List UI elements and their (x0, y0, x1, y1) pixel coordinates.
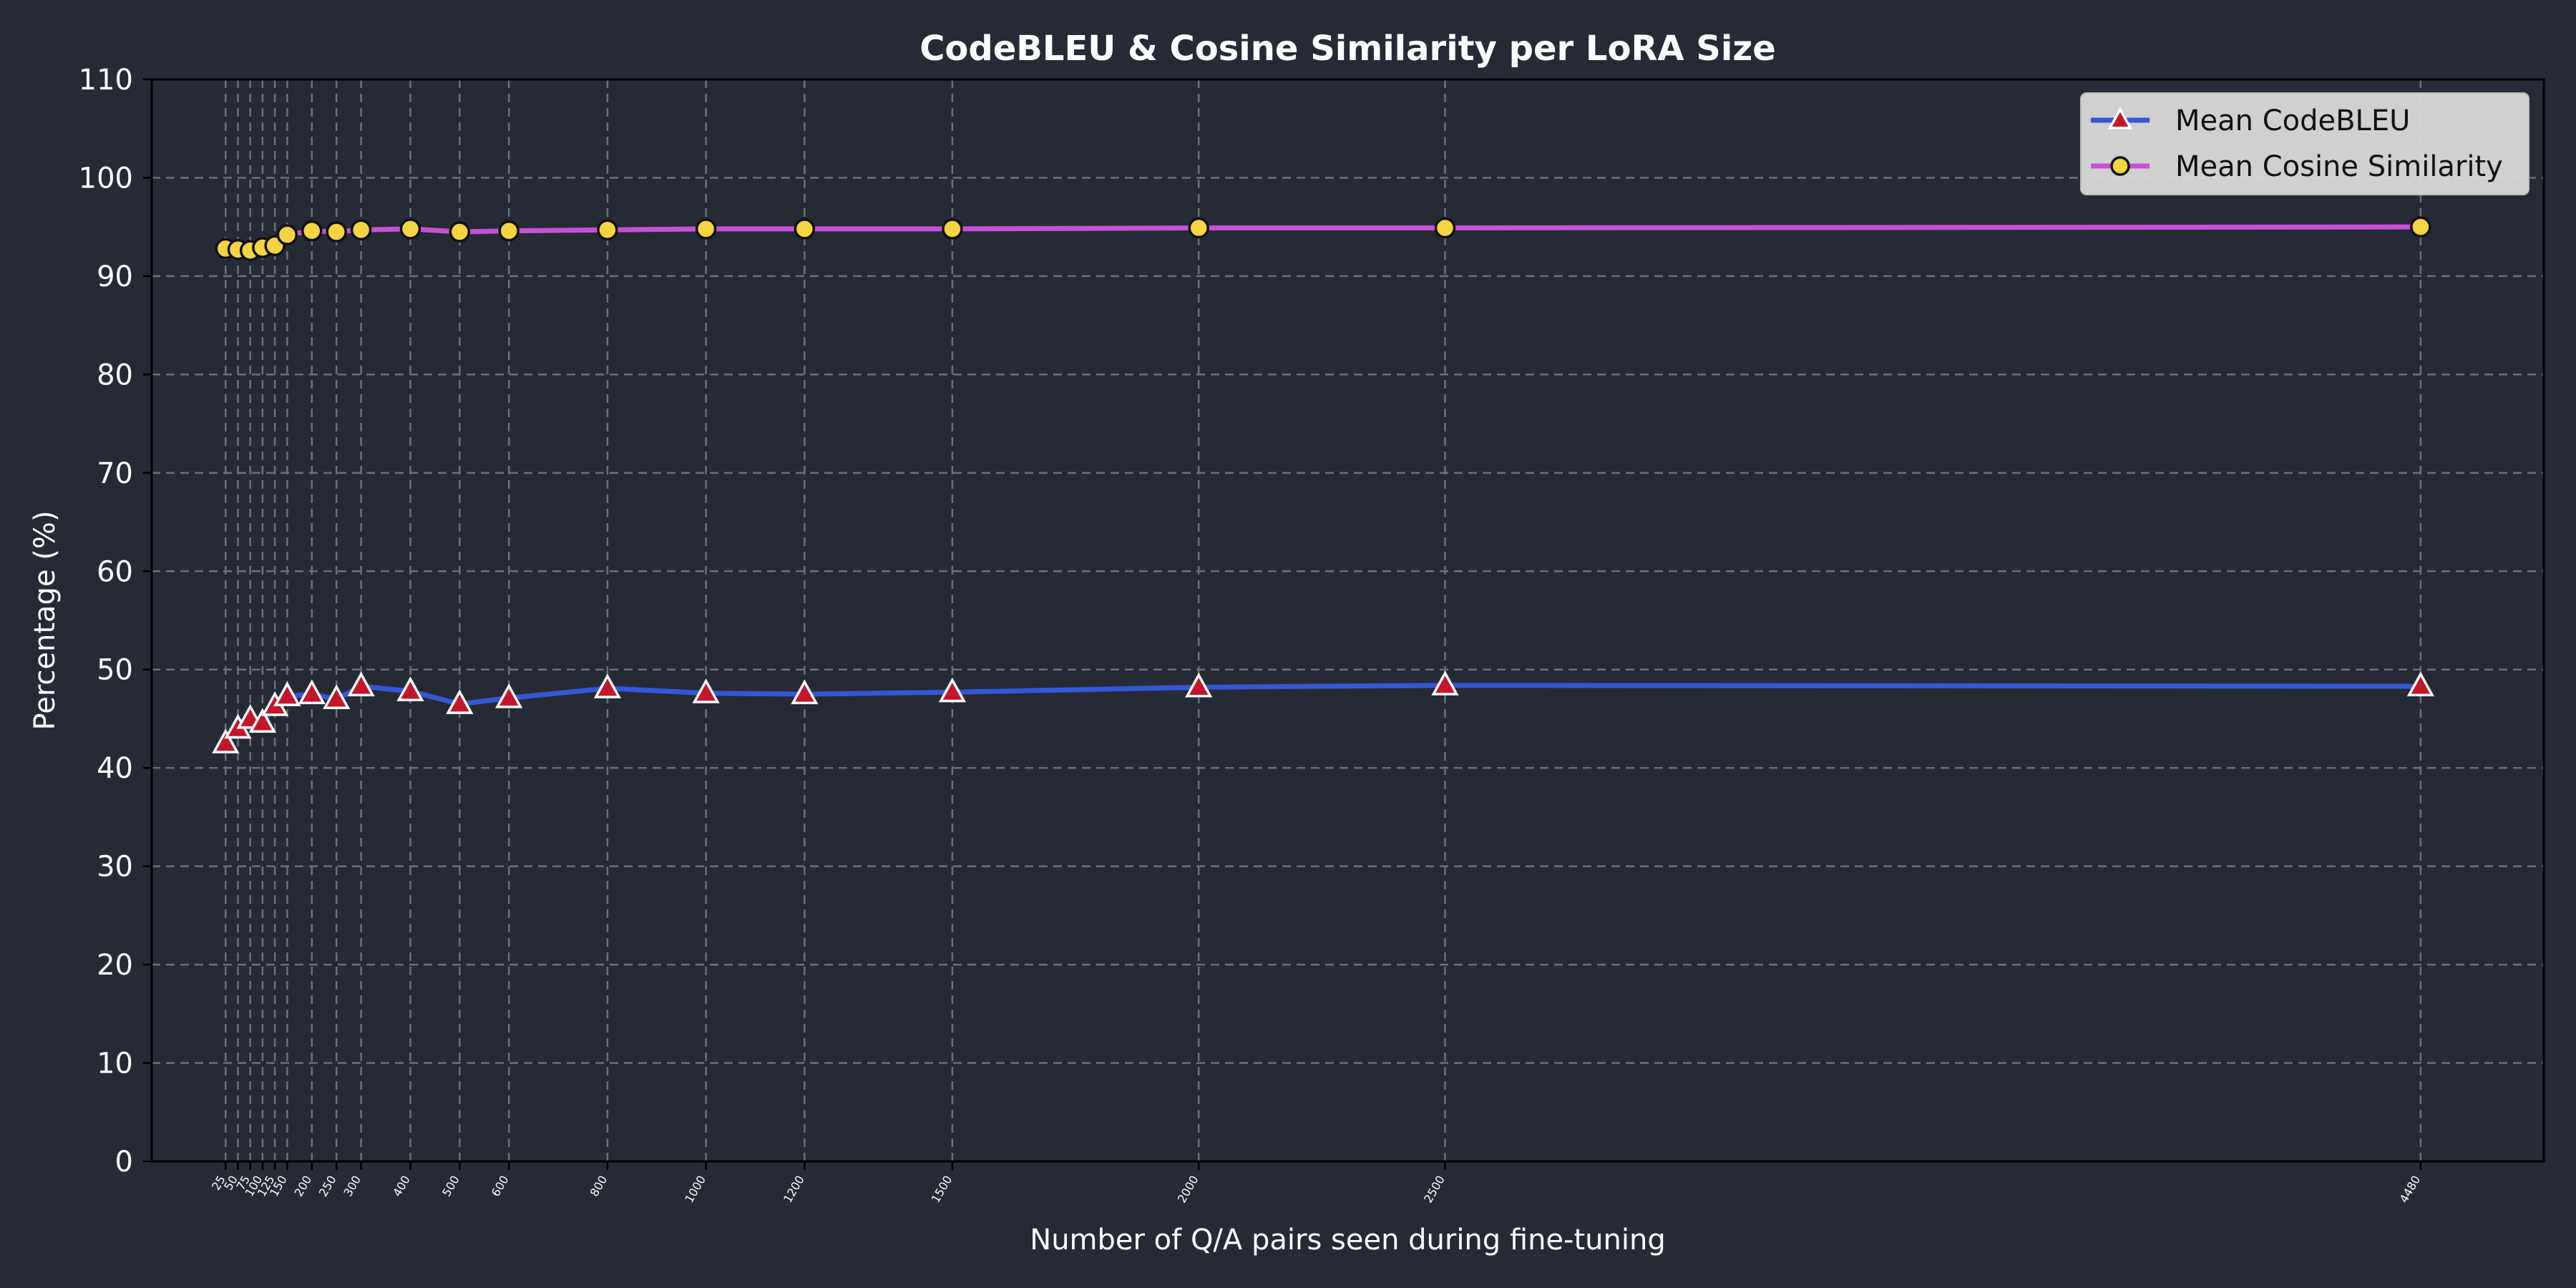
x-tick-label: 4480 (2397, 1174, 2424, 1206)
data-point (695, 218, 717, 240)
series-line (223, 683, 2424, 746)
series-line (223, 224, 2424, 253)
data-point (446, 689, 474, 714)
data-point (597, 219, 618, 241)
y-axis-label: Percentage (%) (29, 511, 62, 731)
x-tick-label: 2000 (1175, 1174, 1201, 1206)
legend-label: Mean Cosine Similarity (2175, 150, 2503, 183)
data-point (396, 676, 424, 701)
x-tick-label: 2500 (1421, 1173, 1448, 1205)
y-tick-label: 70 (97, 457, 133, 490)
data-point (301, 220, 323, 242)
data-point (942, 218, 963, 240)
y-tick-label: 100 (79, 162, 133, 195)
data-point (2410, 216, 2431, 238)
x-tick-label: 1000 (682, 1174, 708, 1206)
plot-area (150, 78, 2545, 1163)
data-point (449, 221, 471, 243)
series-cosine-similarity (215, 216, 2431, 261)
data-point (323, 684, 351, 709)
y-tick-label: 40 (97, 752, 133, 785)
data-point (938, 677, 967, 703)
x-tick-label: 500 (439, 1174, 462, 1199)
legend-marker (2110, 156, 2130, 176)
series-layer (212, 216, 2434, 753)
data-point (1434, 217, 1456, 239)
legend-box (2080, 92, 2529, 195)
legend-marker (2107, 107, 2133, 130)
legend-entry: Mean CodeBLEU (2091, 104, 2410, 137)
y-tick-label: 30 (97, 851, 133, 884)
data-point (593, 673, 622, 698)
data-point (399, 218, 421, 240)
legend-label: Mean CodeBLEU (2175, 104, 2410, 137)
legend-entry: Mean Cosine Similarity (2091, 150, 2503, 183)
x-tick-label: 300 (341, 1174, 364, 1199)
data-point (1188, 217, 1209, 239)
x-tick-label: 1500 (929, 1174, 955, 1206)
y-tick-label: 60 (97, 555, 133, 588)
data-point (276, 224, 298, 245)
data-point (495, 683, 523, 708)
chart-title: CodeBLEU & Cosine Similarity per LoRA Si… (919, 29, 1776, 69)
y-tick-label: 90 (97, 260, 133, 293)
data-point (273, 681, 301, 706)
x-tick-label: 400 (390, 1174, 413, 1199)
data-point (350, 219, 372, 241)
x-tick-label: 1200 (781, 1174, 807, 1206)
axes: 0102030405060708090100110255075100125150… (79, 64, 2424, 1205)
legend: Mean CodeBLEU Mean Cosine Similarity (2080, 92, 2529, 195)
data-point (1185, 672, 1213, 698)
data-point (326, 221, 347, 243)
data-point (212, 728, 240, 753)
data-point (347, 671, 375, 697)
y-tick-label: 20 (97, 949, 133, 982)
data-point (692, 678, 720, 703)
x-tick-label: 600 (489, 1174, 512, 1199)
y-tick-label: 10 (97, 1048, 133, 1080)
data-point (791, 679, 819, 705)
y-tick-label: 80 (97, 358, 133, 391)
x-tick-label: 200 (292, 1174, 315, 1199)
x-tick-label: 250 (316, 1174, 339, 1199)
data-point (1431, 670, 1459, 696)
series-codebleu (212, 670, 2434, 753)
data-point (2406, 671, 2434, 697)
data-point (794, 218, 816, 240)
data-point (248, 708, 277, 733)
y-tick-label: 50 (97, 654, 133, 687)
grid (152, 78, 2544, 1163)
x-axis-label: Number of Q/A pairs seen during fine-tun… (1030, 1224, 1665, 1257)
x-tick-label: 800 (587, 1174, 610, 1199)
y-tick-label: 0 (115, 1146, 133, 1179)
data-point (498, 220, 519, 242)
y-tick-label: 110 (79, 64, 133, 97)
data-point (298, 679, 326, 705)
